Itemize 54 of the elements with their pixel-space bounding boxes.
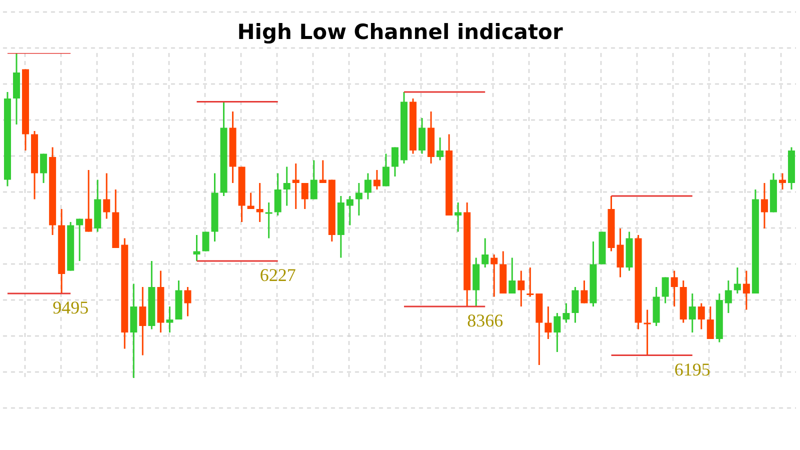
candlestick — [256, 182, 264, 223]
candlestick — [283, 166, 290, 206]
candlestick — [40, 153, 48, 184]
candlestick — [490, 254, 498, 298]
candlestick — [139, 286, 146, 356]
candlestick — [346, 195, 354, 226]
candlestick — [580, 280, 588, 304]
candlestick — [382, 153, 390, 187]
candlestick — [85, 169, 92, 232]
candlestick — [778, 172, 786, 190]
candlestick — [76, 218, 84, 262]
candlestick — [364, 172, 372, 200]
chart-title: High Low Channel indicator — [236, 20, 564, 44]
candlestick — [734, 266, 741, 294]
candlestick — [184, 286, 192, 317]
candlestick — [265, 202, 272, 239]
candlestick — [310, 160, 318, 200]
candlestick — [202, 231, 210, 252]
candlestick — [572, 286, 579, 324]
candlestick — [355, 182, 362, 216]
candlestick — [247, 192, 254, 210]
candlestick — [724, 280, 732, 314]
candlestick — [454, 202, 462, 232]
candlestick — [166, 306, 174, 334]
candlestick — [436, 136, 444, 161]
candlestick — [670, 270, 678, 308]
candlestick — [616, 228, 624, 278]
candlestick — [662, 276, 669, 304]
annotation: 8366 — [467, 310, 504, 330]
candlestick — [760, 182, 768, 230]
candlestick — [698, 302, 705, 330]
candlestick — [193, 234, 200, 262]
candlestick — [319, 160, 326, 184]
candlestick — [562, 302, 570, 324]
candlestick — [688, 292, 696, 334]
candlestick — [391, 146, 398, 178]
candlestick — [644, 309, 651, 356]
candlestick — [103, 172, 110, 220]
candlestick — [742, 270, 750, 310]
candlestick — [418, 117, 426, 154]
candlestick — [373, 169, 380, 190]
candlestick — [482, 238, 489, 268]
candlestick — [526, 266, 534, 298]
candlestick — [544, 306, 552, 340]
candlestick — [706, 306, 714, 340]
candlestick — [508, 257, 516, 294]
candlestick — [274, 172, 282, 216]
annotation: 9495 — [52, 298, 89, 318]
annotation: 6227 — [260, 265, 296, 285]
candlestick — [554, 312, 561, 353]
candlestick — [518, 270, 525, 308]
annotation: 6195 — [674, 359, 710, 380]
candlestick — [301, 182, 308, 210]
candlestick — [292, 162, 300, 210]
